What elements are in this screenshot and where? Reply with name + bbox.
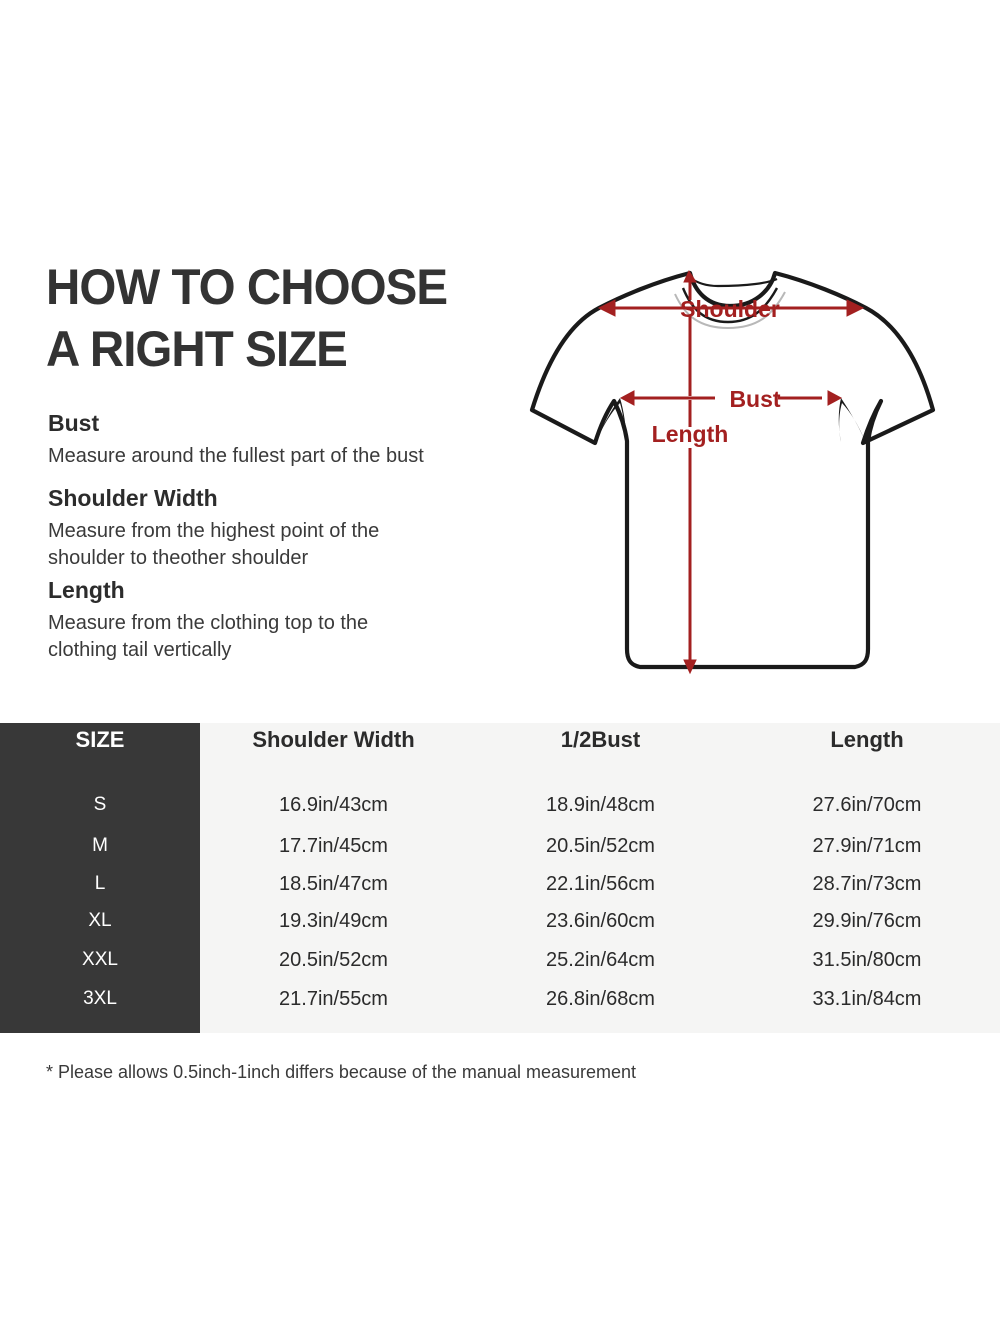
svg-text:Shoulder: Shoulder <box>680 296 780 322</box>
svg-text:Length: Length <box>652 421 729 447</box>
svg-text:Bust: Bust <box>729 386 780 412</box>
